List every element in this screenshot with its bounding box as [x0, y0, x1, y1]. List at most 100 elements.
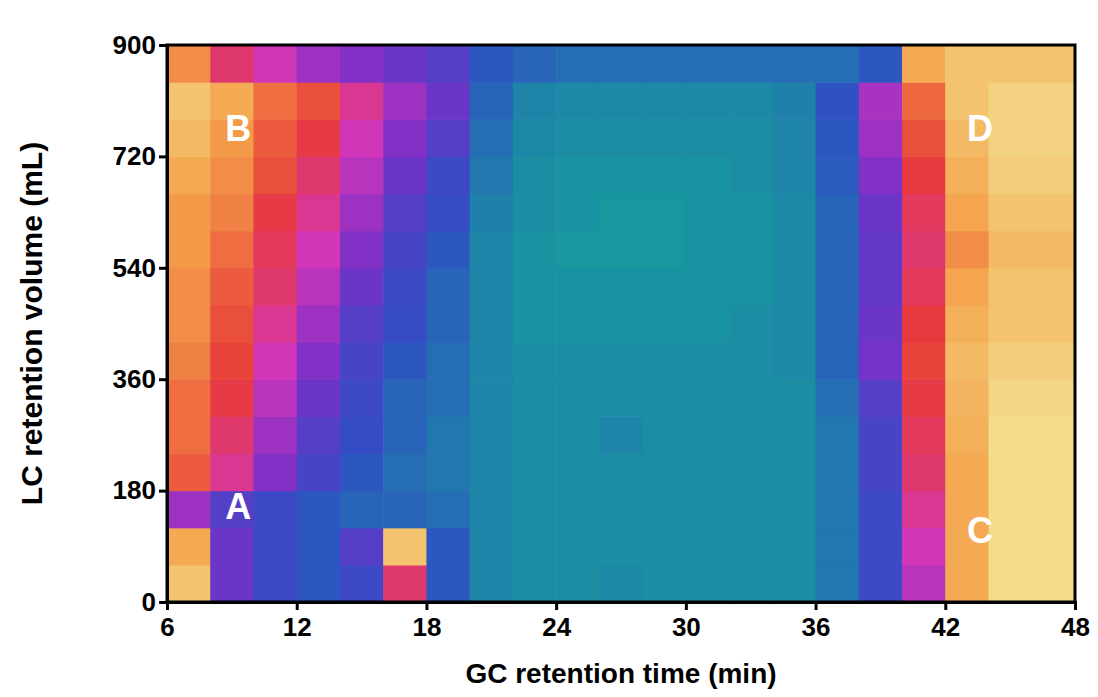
heatmap-cell — [297, 45, 341, 83]
tick-mark — [159, 155, 167, 158]
heatmap-cell — [643, 268, 687, 306]
heatmap-cell — [729, 268, 773, 306]
heatmap-cell — [297, 82, 341, 120]
heatmap-cell — [989, 156, 1033, 194]
heatmap-cell — [426, 45, 470, 83]
heatmap-cell — [989, 565, 1033, 602]
heatmap-cell — [686, 528, 730, 566]
tick-mark — [159, 601, 167, 604]
heatmap-cell — [383, 82, 427, 120]
heatmap-cell — [989, 453, 1033, 491]
heatmap-cell — [470, 119, 514, 157]
heatmap-cell — [513, 342, 557, 380]
chart: 6121824303642480180360540720900ABCDGC re… — [0, 0, 1098, 697]
heatmap-cell — [643, 231, 687, 269]
heatmap-cell — [686, 45, 730, 83]
heatmap-cell — [297, 342, 341, 380]
heatmap-cell — [297, 453, 341, 491]
heatmap-cell — [426, 416, 470, 454]
heatmap-cell — [426, 491, 470, 529]
heatmap-cell — [513, 268, 557, 306]
heatmap-cell — [729, 416, 773, 454]
tick-mark — [944, 602, 947, 610]
heatmap-cell — [426, 231, 470, 269]
heatmap-cell — [426, 268, 470, 306]
heatmap-cell — [470, 416, 514, 454]
heatmap-cell — [556, 491, 600, 529]
heatmap-cell — [556, 268, 600, 306]
heatmap-cell — [340, 453, 384, 491]
heatmap-cell — [426, 342, 470, 380]
heatmap-cell — [1032, 194, 1075, 232]
heatmap-cell — [340, 82, 384, 120]
heatmap-cell — [902, 231, 946, 269]
heatmap-cell — [859, 156, 903, 194]
heatmap-cell — [643, 453, 687, 491]
heatmap-cell — [859, 491, 903, 529]
heatmap-cell — [167, 45, 211, 83]
heatmap-cell — [643, 342, 687, 380]
tick-mark — [159, 44, 167, 47]
heatmap-cell — [470, 156, 514, 194]
heatmap-cell — [599, 119, 643, 157]
tick: 24 — [542, 602, 571, 642]
heatmap-cell — [167, 119, 211, 157]
heatmap-cell — [383, 156, 427, 194]
heatmap-cell — [1032, 453, 1075, 491]
tick: 180 — [113, 475, 167, 505]
heatmap-cell — [859, 45, 903, 83]
heatmap-cell — [556, 453, 600, 491]
heatmap-cell — [426, 305, 470, 343]
heatmap-cell — [945, 565, 989, 602]
heatmap-cell — [383, 305, 427, 343]
heatmap-cell — [253, 342, 297, 380]
heatmap-cell — [902, 194, 946, 232]
heatmap-cell — [210, 416, 254, 454]
heatmap-cell — [383, 565, 427, 602]
heatmap-cell — [772, 45, 816, 83]
tick-mark — [685, 602, 688, 610]
heatmap-cell — [945, 231, 989, 269]
heatmap-cell — [210, 305, 254, 343]
heatmap-cell — [816, 453, 860, 491]
heatmap-cell — [686, 156, 730, 194]
heatmap-cell — [167, 565, 211, 602]
heatmap-cell — [470, 82, 514, 120]
heatmap-cell — [902, 156, 946, 194]
heatmap-cell — [253, 416, 297, 454]
tick-label: 18 — [412, 612, 441, 642]
heatmap-cell — [902, 342, 946, 380]
tick: 42 — [931, 602, 960, 642]
heatmap-cell — [167, 156, 211, 194]
heatmap-cell — [167, 194, 211, 232]
heatmap-cell — [1032, 416, 1075, 454]
heatmap-cell — [513, 453, 557, 491]
heatmap-cell — [859, 565, 903, 602]
heatmap-cell — [729, 379, 773, 417]
tick-mark — [159, 267, 167, 270]
tick-label: 30 — [672, 612, 701, 642]
heatmap-cell — [902, 528, 946, 566]
heatmap-cell — [210, 156, 254, 194]
annotation: B — [225, 108, 251, 149]
heatmap-cell — [383, 453, 427, 491]
x-axis: 612182430364248 — [160, 602, 1090, 642]
heatmap-cell — [210, 268, 254, 306]
heatmap-cell — [989, 342, 1033, 380]
tick: 30 — [672, 602, 701, 642]
annotation: D — [967, 108, 993, 149]
tick-mark — [815, 602, 818, 610]
heatmap-cell — [945, 156, 989, 194]
heatmap-cell — [383, 342, 427, 380]
annotation: A — [225, 486, 251, 527]
heatmap-cell — [902, 82, 946, 120]
heatmap-cell — [989, 194, 1033, 232]
heatmap-cell — [989, 528, 1033, 566]
heatmap-cell — [989, 268, 1033, 306]
heatmap-cell — [383, 268, 427, 306]
heatmap-cell — [816, 528, 860, 566]
annotations: ABCD — [225, 108, 993, 551]
heatmap-cell — [816, 82, 860, 120]
heatmap-cell — [816, 156, 860, 194]
tick-mark — [159, 490, 167, 493]
